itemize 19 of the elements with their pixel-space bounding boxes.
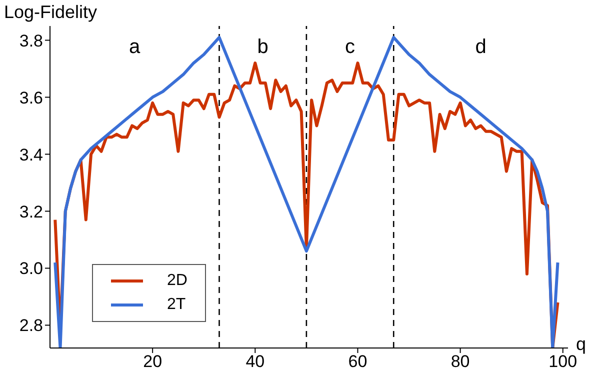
y-tick-label: 3.4 bbox=[19, 145, 43, 164]
y-axis-title: Log-Fidelity bbox=[4, 2, 98, 23]
x-axis-title: q bbox=[576, 334, 586, 355]
y-tick-label: 2.8 bbox=[19, 316, 43, 336]
x-tick-label: 100 bbox=[548, 352, 578, 372]
x-tick-label: 20 bbox=[143, 352, 162, 372]
x-tick-label: 40 bbox=[246, 352, 265, 372]
annotation: b bbox=[256, 36, 270, 59]
x-tick-label: 80 bbox=[450, 352, 470, 372]
legend-label: 2D bbox=[167, 272, 188, 290]
annotation: c bbox=[344, 36, 356, 59]
annotation: d bbox=[474, 36, 488, 59]
y-tick-label: 3.2 bbox=[19, 202, 43, 222]
annotation: a bbox=[128, 36, 142, 59]
y-tick-label: 3.6 bbox=[19, 88, 43, 108]
legend-label: 2T bbox=[167, 296, 186, 314]
y-tick-label: 3.0 bbox=[19, 259, 43, 278]
y-tick-label: 3.8 bbox=[19, 31, 43, 50]
x-tick-label: 60 bbox=[348, 352, 368, 372]
